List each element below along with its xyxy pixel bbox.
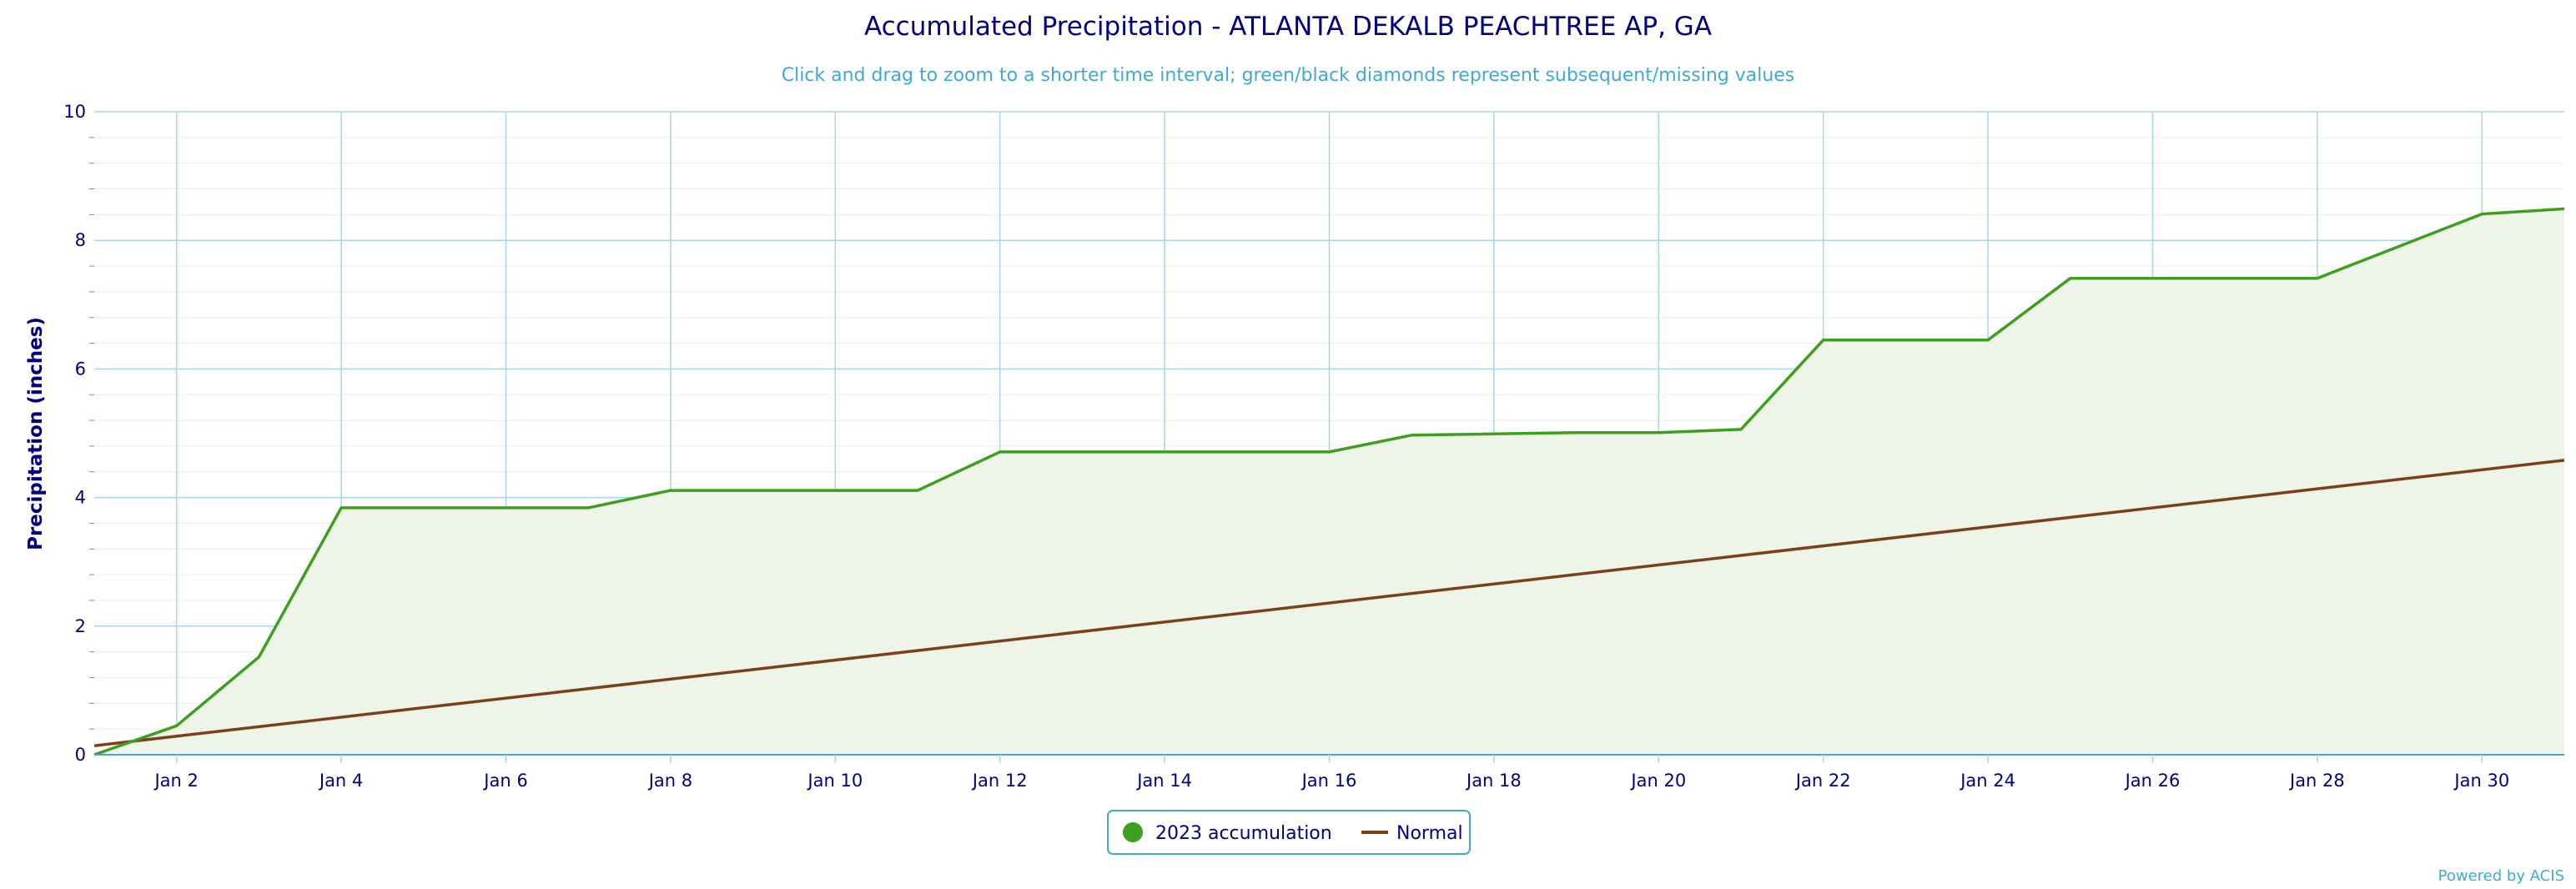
x-tick-label: Jan 26 (2124, 771, 2181, 791)
y-tick-label: 0 (75, 745, 86, 765)
y-tick-label: 6 (75, 359, 86, 379)
line-layer (93, 207, 2565, 756)
chart-subtitle: Click and drag to zoom to a shorter time… (782, 65, 1795, 86)
x-tick-label: Jan 28 (2288, 771, 2345, 791)
chart-title: Accumulated Precipitation - ATLANTA DEKA… (864, 12, 1712, 42)
legend-item-2023-accumulation[interactable]: 2023 accumulation (1123, 822, 1332, 844)
legend-label-2023: 2023 accumulation (1155, 823, 1332, 844)
legend-symbol-2023 (1123, 822, 1143, 842)
legend-box (1107, 810, 1471, 855)
x-tick-label: Jan 16 (1301, 771, 1357, 791)
legend-label-normal: Normal (1396, 823, 1463, 844)
series-normal-line (93, 459, 2565, 747)
y-tick-label: 2 (75, 616, 86, 636)
y-tick-label: 4 (75, 488, 86, 508)
y-axis-title: Precipitation (inches) (25, 317, 47, 550)
x-tick-label: Jan 12 (971, 771, 1028, 791)
x-tick-label: Jan 6 (482, 771, 527, 791)
x-tick-label: Jan 10 (806, 771, 863, 791)
x-tick-label: Jan 22 (1794, 771, 1851, 791)
y-axis-ticks: 0 2 4 6 8 10 (63, 102, 86, 765)
x-tick-label: Jan 20 (1629, 771, 1686, 791)
series-2023-line (93, 207, 2565, 756)
y-tick-label: 10 (63, 102, 86, 122)
x-tick-label: Jan 18 (1465, 771, 1522, 791)
series-2023-area-fill (94, 208, 2564, 755)
x-tick-label: Jan 4 (318, 771, 363, 791)
x-tick-label: Jan 30 (2453, 771, 2509, 791)
legend: 2023 accumulation Normal (1107, 810, 1471, 855)
x-tick-label: Jan 2 (153, 771, 198, 791)
credits-link[interactable]: Powered by ACIS (2438, 867, 2564, 885)
y-tick-label: 8 (75, 230, 86, 250)
legend-item-normal[interactable]: Normal (1361, 823, 1463, 844)
x-tick-label: Jan 14 (1135, 771, 1192, 791)
x-tick-label: Jan 8 (647, 771, 692, 791)
x-tick-label: Jan 24 (1959, 771, 2015, 791)
x-axis-ticks: Jan 2 Jan 4 Jan 6 Jan 8 Jan 10 Jan 12 Jan 14 Ja… (153, 755, 2509, 791)
area-layer (94, 208, 2564, 755)
